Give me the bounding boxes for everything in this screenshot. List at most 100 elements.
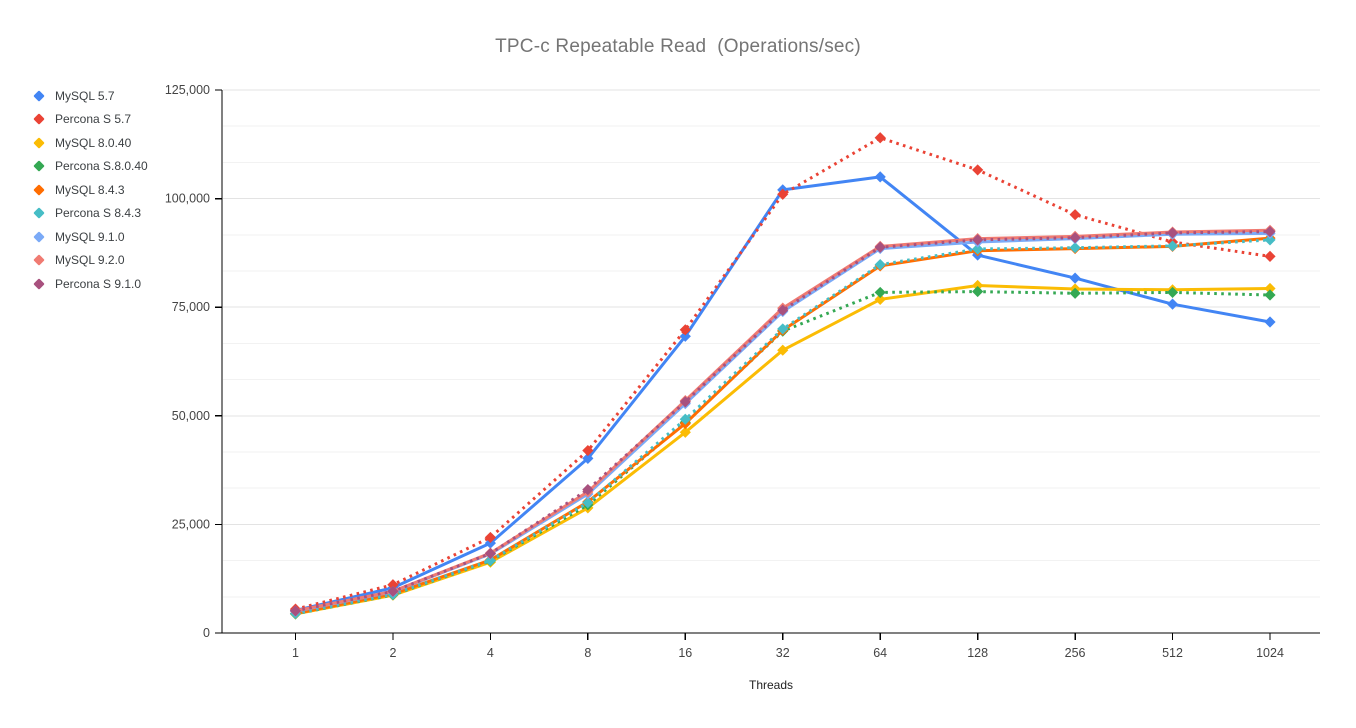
series-percona-s-5-7 <box>289 132 1276 615</box>
data-point-marker <box>972 234 984 246</box>
x-tick-label: 128 <box>967 646 988 660</box>
series-line <box>295 136 1271 611</box>
data-point-marker <box>1069 242 1081 254</box>
legend-diamond-icon <box>33 231 45 243</box>
chart-title: TPC-c Repeatable Read (Operations/sec) <box>495 36 861 57</box>
legend-label: Percona S 5.7 <box>55 112 132 127</box>
series-mysql-9-1-0 <box>289 227 1276 617</box>
data-point-marker <box>484 537 496 549</box>
data-point-marker <box>777 304 789 316</box>
legend-item-percona-s-8-4-3: Percona S 8.4.3 <box>33 202 148 226</box>
data-point-marker <box>484 547 496 560</box>
legend-diamond-icon <box>33 90 45 102</box>
data-point-marker <box>874 293 886 305</box>
x-tick-label: 8 <box>584 646 591 660</box>
x-axis-title: Threads <box>748 678 794 692</box>
x-tick-label: 512 <box>1162 646 1183 660</box>
data-point-marker <box>582 444 594 457</box>
series-line <box>295 230 1271 613</box>
chart-legend: MySQL 5.7 Percona S 5.7 MySQL 8.0.40 Percon… <box>33 84 148 296</box>
series-line <box>295 228 1271 613</box>
series-percona-s-8-0-40 <box>289 285 1276 620</box>
data-point-marker <box>1069 272 1081 284</box>
legend-item-percona-s-9-1-0: Percona S 9.1.0 <box>33 272 148 296</box>
x-tick-label: 32 <box>776 646 790 660</box>
data-point-marker <box>679 413 691 425</box>
data-point-marker <box>1166 298 1179 310</box>
data-point-marker <box>777 188 789 200</box>
x-tick-label: 1 <box>292 646 299 660</box>
x-tick-label: 16 <box>678 646 692 660</box>
y-tick-label: 100,000 <box>165 192 210 206</box>
data-point-marker <box>972 243 984 255</box>
data-point-marker <box>1166 240 1179 252</box>
legend-diamond-icon <box>33 184 45 196</box>
legend-diamond-icon <box>33 160 45 172</box>
series-percona-s-9-1-0 <box>289 226 1276 617</box>
series-line <box>295 236 1271 615</box>
data-point-marker <box>289 605 302 617</box>
data-point-marker <box>1069 232 1081 244</box>
axes: 0 25,000 50,000 75,000 100,000 125,000 1 2 4 8 16 3… <box>165 83 1320 660</box>
y-tick-label: 0 <box>203 626 210 640</box>
data-point-marker <box>484 554 496 567</box>
data-point-marker <box>1264 250 1276 262</box>
legend-label: MySQL 9.2.0 <box>55 253 125 268</box>
data-point-marker <box>582 497 594 509</box>
data-point-marker <box>484 531 496 544</box>
gridlines <box>223 89 1320 598</box>
legend-label: MySQL 8.0.40 <box>55 135 132 150</box>
legend-item-percona-s-8-0-40: Percona S.8.0.40 <box>33 155 148 179</box>
legend-label: MySQL 9.1.0 <box>55 229 125 244</box>
data-point-marker <box>582 484 594 496</box>
data-point-marker <box>582 452 594 464</box>
series-percona-s-8-4-3 <box>289 234 1276 620</box>
data-point-marker <box>1069 287 1081 299</box>
data-point-marker <box>972 285 984 298</box>
series-line <box>295 175 1271 612</box>
legend-diamond-icon <box>33 254 45 266</box>
y-tick-label: 75,000 <box>172 300 210 314</box>
legend-item-mysql-8-4-3: MySQL 8.4.3 <box>33 178 148 202</box>
y-tick-label: 125,000 <box>165 83 210 97</box>
data-point-marker <box>1069 209 1081 221</box>
legend-label: Percona S 8.4.3 <box>55 206 142 221</box>
legend-item-mysql-9-2-0: MySQL 9.2.0 <box>33 249 148 273</box>
data-point-marker <box>387 579 399 591</box>
data-point-marker <box>874 241 886 253</box>
legend-item-mysql-9-1-0: MySQL 9.1.0 <box>33 225 148 249</box>
data-point-marker <box>679 324 691 336</box>
x-tick-label: 4 <box>487 646 494 660</box>
data-point-marker <box>874 132 886 144</box>
data-point-marker <box>874 259 886 271</box>
legend-diamond-icon <box>33 137 45 149</box>
x-tick-label: 2 <box>389 646 396 660</box>
legend-diamond-icon <box>33 113 45 125</box>
data-point-marker <box>1264 234 1276 246</box>
legend-diamond-icon <box>33 207 45 219</box>
legend-label: Percona S 9.1.0 <box>55 276 142 291</box>
x-tick-label: 256 <box>1065 646 1086 660</box>
data-point-marker <box>972 164 984 176</box>
legend-label: MySQL 8.4.3 <box>55 182 125 197</box>
data-point-marker <box>874 171 886 183</box>
data-point-marker <box>1264 282 1276 295</box>
data-point-marker <box>679 330 691 342</box>
data-point-marker <box>874 286 886 299</box>
data-point-marker <box>777 323 789 335</box>
y-tick-label: 25,000 <box>172 517 210 531</box>
data-point-marker <box>1264 289 1276 301</box>
data-point-marker <box>1166 286 1179 299</box>
data-point-marker <box>777 344 789 356</box>
data-point-marker <box>679 396 691 408</box>
series-mysql-5-7 <box>289 171 1276 617</box>
legend-diamond-icon <box>33 278 45 290</box>
legend-label: MySQL 5.7 <box>55 88 115 103</box>
x-tick-label: 1024 <box>1256 646 1284 660</box>
data-point-marker <box>1264 316 1276 328</box>
series-mysql-9-2-0 <box>289 224 1276 617</box>
legend-item-mysql-5-7: MySQL 5.7 <box>33 84 148 108</box>
legend-item-mysql-8-0-40: MySQL 8.0.40 <box>33 131 148 155</box>
